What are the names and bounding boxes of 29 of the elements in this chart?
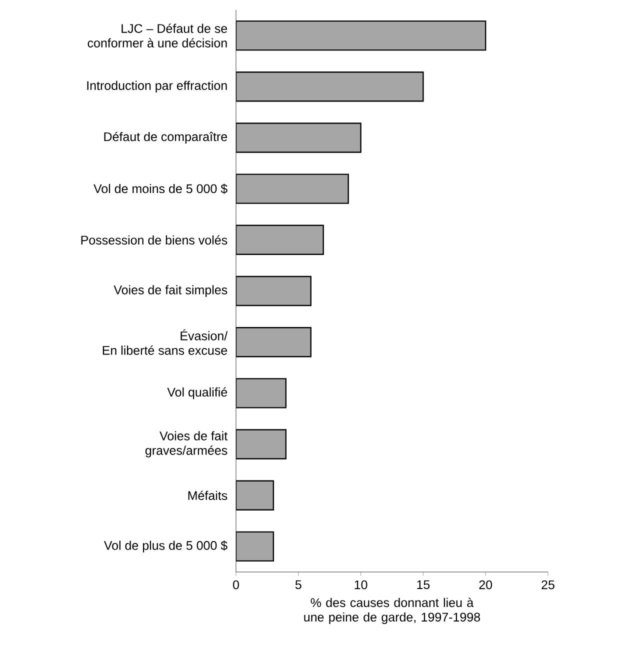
x-tick-label: 0 — [233, 580, 239, 590]
y-tick-label: Vol qualifié — [167, 387, 228, 400]
y-tick-label: Introduction par effraction — [87, 80, 227, 92]
x-tick-label: 25 — [542, 580, 554, 590]
y-tick-label: Défaut de comparaître — [104, 132, 228, 144]
bar — [236, 326, 312, 358]
y-tick-label: Voies de fait graves/armées — [145, 431, 228, 458]
y-tick-label: LJC – Défaut de se conformer à une décision — [88, 24, 228, 48]
bar — [236, 429, 287, 460]
bar — [236, 20, 486, 51]
bar — [236, 480, 274, 510]
bar — [236, 72, 424, 102]
y-tick-label: Vol de plus de 5 000 $ — [104, 540, 228, 552]
y-tick-label: Voies de fait simples — [114, 285, 228, 297]
bar — [236, 174, 349, 204]
bar — [236, 276, 312, 306]
x-tick-label: 20 — [479, 580, 492, 590]
y-tick-label: Vol de moins de 5 000 $ — [94, 184, 228, 194]
bar — [236, 531, 274, 562]
y-tick-label: Possession de biens volés — [81, 235, 228, 245]
x-tick-label: 15 — [417, 580, 430, 590]
x-axis-title: % des causes donnant lieu à une peine de garde, 1997-1998 — [304, 598, 480, 624]
x-tick-label: 5 — [295, 580, 302, 590]
bar — [236, 378, 287, 408]
y-tick-label: Méfaits — [188, 490, 228, 500]
y-tick-label: Évasion/ En liberté sans excuse — [102, 329, 228, 355]
bar — [236, 122, 362, 153]
x-tick-label: 10 — [354, 580, 368, 590]
bar — [236, 224, 324, 256]
